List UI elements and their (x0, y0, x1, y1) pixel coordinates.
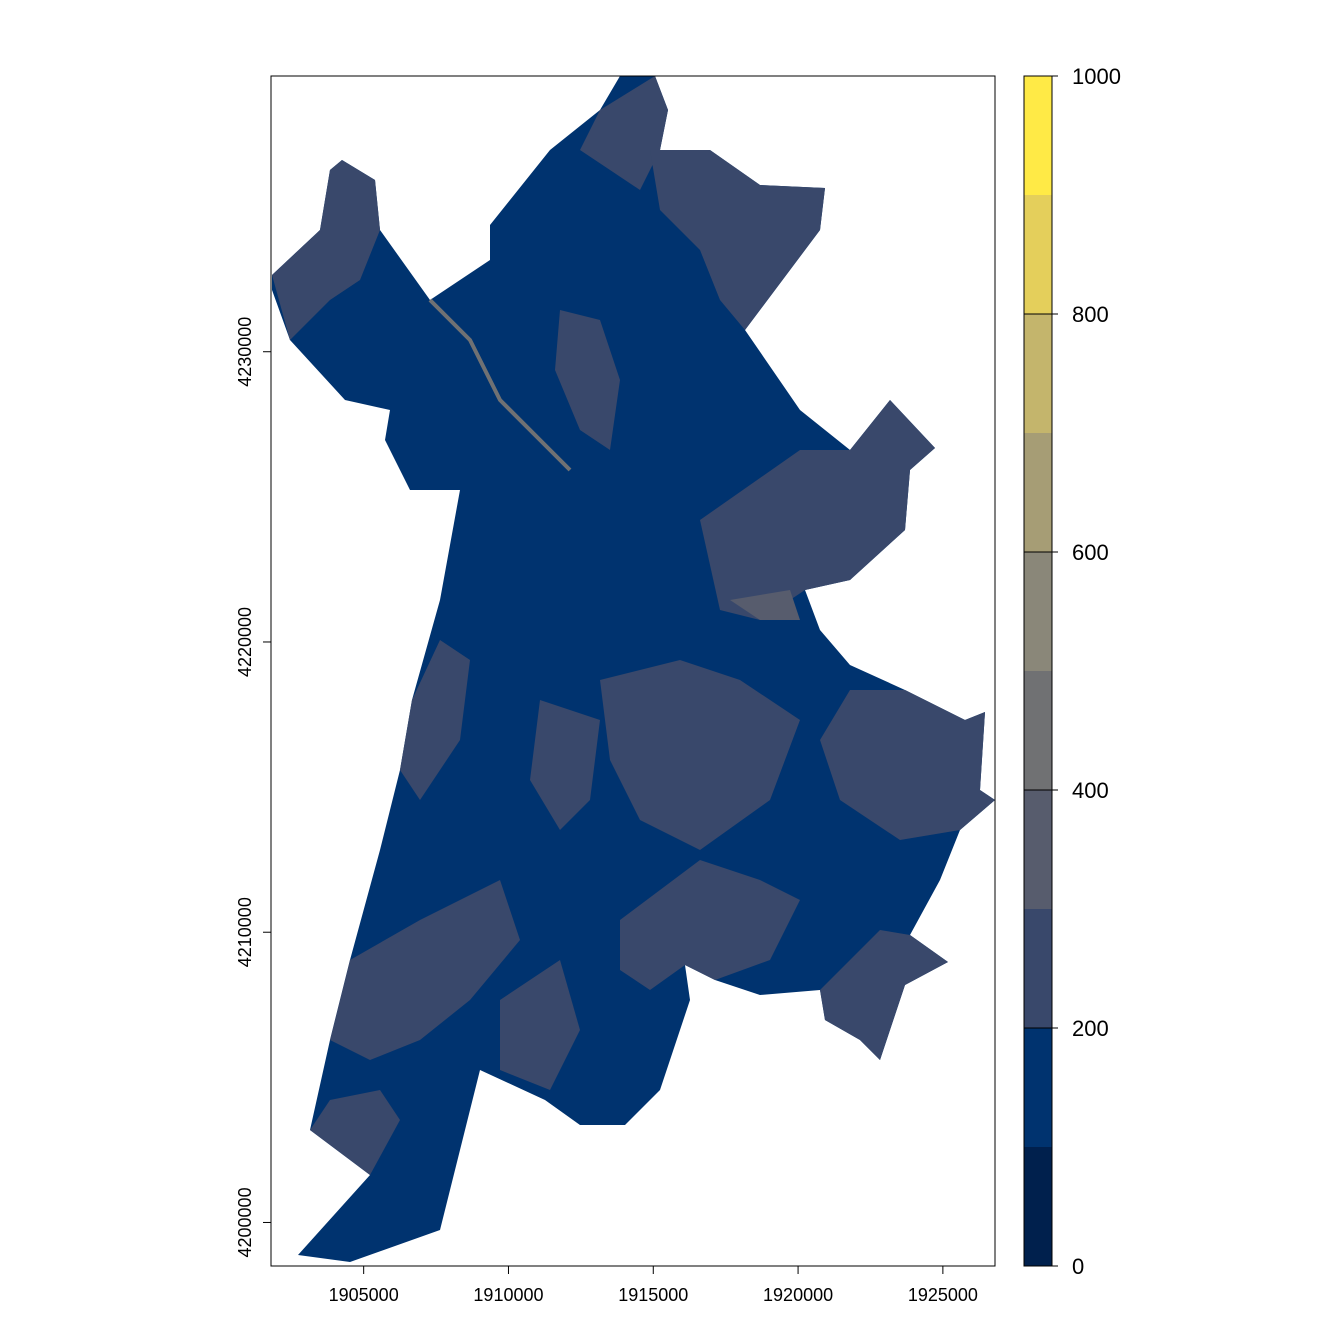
legend-label: 0 (1072, 1254, 1084, 1279)
raster-patch (272, 160, 380, 340)
legend-swatch (1024, 1028, 1052, 1147)
legend-swatch (1024, 552, 1052, 671)
valley-streak (428, 298, 572, 472)
legend-label: 800 (1072, 302, 1109, 327)
x-tick-label: 1925000 (908, 1285, 978, 1305)
legend-label: 600 (1072, 540, 1109, 565)
color-legend: 0 200 400 600 800 1000 (1023, 64, 1121, 1279)
raster-patch (620, 860, 800, 990)
legend-label: 200 (1072, 1016, 1109, 1041)
plot-frame (270, 75, 996, 1267)
raster-patch (580, 76, 668, 190)
raster-patch (600, 660, 800, 850)
legend-swatch (1024, 314, 1052, 433)
raster-patch (650, 150, 825, 330)
raster-patch (530, 700, 600, 830)
x-tick-label: 1905000 (329, 1285, 399, 1305)
raster-patch (700, 400, 935, 620)
y-axis: 4200000 4210000 4220000 4230000 (235, 317, 271, 1258)
legend-swatch (1024, 671, 1052, 790)
legend-swatch (1024, 195, 1052, 314)
y-tick-label: 4230000 (235, 317, 255, 387)
raster-patch (820, 930, 948, 1060)
raster-patch (555, 310, 620, 450)
legend-swatch (1024, 790, 1052, 909)
raster-patch-light (730, 590, 800, 620)
raster-patch (310, 1090, 400, 1175)
y-tick-label: 4210000 (235, 897, 255, 967)
legend-swatch (1024, 909, 1052, 1028)
y-tick-label: 4200000 (235, 1187, 255, 1257)
region-outline (272, 76, 995, 1262)
raster-patch (500, 960, 580, 1090)
legend-swatch (1024, 1147, 1052, 1266)
legend-label: 400 (1072, 778, 1109, 803)
x-tick-label: 1920000 (763, 1285, 833, 1305)
legend-swatch (1024, 76, 1052, 195)
x-tick-label: 1915000 (618, 1285, 688, 1305)
y-tick-label: 4220000 (235, 607, 255, 677)
raster-map (272, 76, 995, 1262)
legend-swatch (1024, 433, 1052, 552)
x-axis: 1905000 1910000 1915000 1920000 1925000 (329, 1266, 978, 1305)
raster-patch (330, 880, 520, 1060)
x-tick-label: 1910000 (473, 1285, 543, 1305)
raster-patch (400, 640, 470, 800)
legend-label: 1000 (1072, 64, 1121, 89)
raster-patch (820, 690, 995, 840)
